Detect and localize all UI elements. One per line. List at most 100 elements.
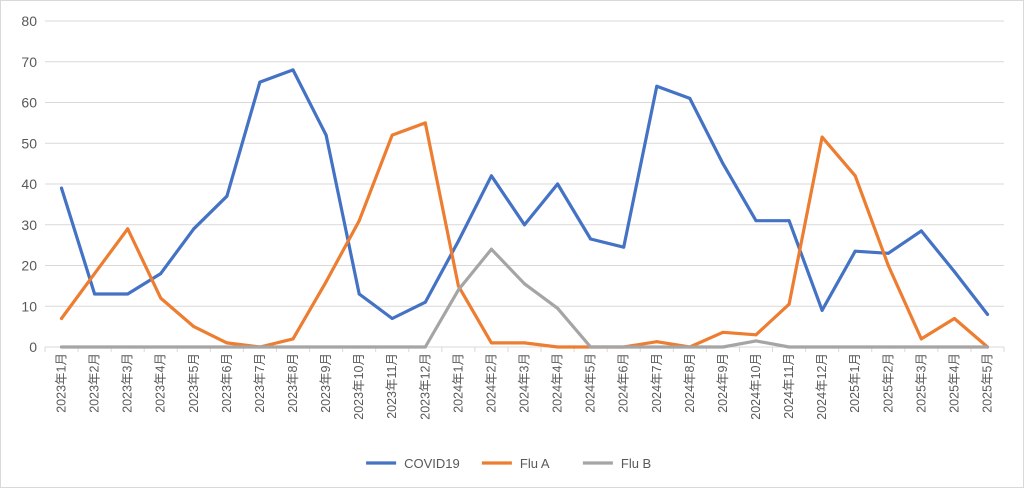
data-point xyxy=(589,345,593,349)
data-point xyxy=(919,345,923,349)
gridlines xyxy=(44,20,1005,352)
data-point xyxy=(919,229,923,233)
x-tick-label: 2023年4月 xyxy=(154,353,168,413)
data-point xyxy=(225,345,229,349)
data-point xyxy=(853,249,857,253)
data-point xyxy=(886,251,890,255)
data-point xyxy=(721,345,725,349)
data-point xyxy=(556,182,560,186)
x-tick-label: 2024年11月 xyxy=(782,353,796,419)
data-point xyxy=(489,341,493,345)
data-point xyxy=(820,308,824,312)
data-point xyxy=(126,227,130,231)
data-point xyxy=(258,80,262,84)
y-tick-label: 80 xyxy=(21,13,37,29)
data-point xyxy=(357,345,361,349)
data-point xyxy=(423,345,427,349)
y-tick-label: 10 xyxy=(21,298,37,314)
data-point xyxy=(357,219,361,223)
data-point xyxy=(423,121,427,125)
x-tick-label: 2023年10月 xyxy=(352,353,366,420)
data-point xyxy=(688,96,692,100)
legend-item: Flu B xyxy=(582,456,651,471)
data-point xyxy=(489,174,493,178)
data-point xyxy=(192,227,196,231)
data-point xyxy=(126,292,130,296)
data-point xyxy=(886,264,890,267)
data-point xyxy=(952,270,956,274)
data-point xyxy=(456,239,460,243)
data-point xyxy=(688,345,692,349)
x-tick-label: 2024年7月 xyxy=(650,353,664,413)
x-tick-label: 2024年12月 xyxy=(815,353,829,420)
data-point xyxy=(919,337,923,341)
data-point xyxy=(324,133,328,137)
data-point xyxy=(952,345,956,349)
y-tick-label: 0 xyxy=(29,339,37,355)
legend-item: COVID19 xyxy=(366,456,460,471)
data-point xyxy=(93,292,97,296)
data-point xyxy=(60,316,64,320)
data-point xyxy=(159,272,163,276)
x-tick-label: 2024年9月 xyxy=(716,353,730,413)
x-tick-label: 2025年2月 xyxy=(881,353,895,413)
x-tick-label: 2025年5月 xyxy=(980,353,994,413)
data-point xyxy=(258,345,262,349)
data-point xyxy=(390,133,394,137)
legend-label: COVID19 xyxy=(404,456,460,471)
x-axis-tick-labels: 2023年1月 2023年2月 2023年3月 2023年4月 2023年5月 2023年… xyxy=(55,353,995,420)
y-tick-label: 50 xyxy=(21,135,37,151)
data-point xyxy=(291,337,295,341)
y-axis-tick-labels: 0 10 20 30 40 50 60 70 80 xyxy=(21,13,37,355)
x-tick-label: 2023年3月 xyxy=(121,353,135,413)
x-tick-label: 2024年1月 xyxy=(451,353,465,413)
data-point xyxy=(192,325,196,329)
data-point xyxy=(324,280,328,284)
x-tick-label: 2023年1月 xyxy=(55,353,69,413)
data-point xyxy=(126,345,130,349)
data-point xyxy=(556,306,560,310)
data-point xyxy=(820,135,824,139)
legend-label: Flu B xyxy=(621,456,651,471)
data-point xyxy=(985,312,989,316)
series-flu-b xyxy=(59,247,990,349)
data-point xyxy=(754,333,758,337)
data-point xyxy=(589,237,593,241)
data-point xyxy=(225,194,229,198)
data-point xyxy=(622,245,626,249)
data-point xyxy=(787,302,791,306)
x-tick-label: 2024年8月 xyxy=(683,353,697,413)
series-line xyxy=(59,68,990,321)
series-flu-a xyxy=(59,121,990,349)
data-point xyxy=(853,345,857,349)
series-line xyxy=(59,121,990,349)
data-point xyxy=(787,219,791,223)
data-point xyxy=(622,345,626,349)
data-point xyxy=(357,292,361,296)
x-tick-label: 2023年2月 xyxy=(88,353,102,413)
y-tick-label: 20 xyxy=(21,258,37,274)
x-tick-label: 2024年5月 xyxy=(584,353,598,413)
data-point xyxy=(60,186,64,190)
y-tick-label: 70 xyxy=(21,54,37,70)
x-tick-label: 2024年2月 xyxy=(484,353,498,413)
data-point xyxy=(489,247,493,251)
data-point xyxy=(787,345,791,349)
data-point xyxy=(159,296,163,300)
data-point xyxy=(93,272,97,276)
data-point xyxy=(523,223,526,227)
data-point xyxy=(291,345,295,349)
data-point xyxy=(159,345,163,349)
legend-item: Flu A xyxy=(481,456,550,471)
y-tick-label: 60 xyxy=(21,95,37,111)
data-point xyxy=(721,162,725,166)
x-tick-label: 2023年8月 xyxy=(286,353,300,413)
x-tick-label: 2025年4月 xyxy=(947,353,961,413)
data-point xyxy=(523,341,526,345)
data-point xyxy=(456,288,460,292)
data-point xyxy=(556,345,560,349)
data-point xyxy=(93,345,97,349)
x-tick-label: 2025年3月 xyxy=(914,353,928,413)
